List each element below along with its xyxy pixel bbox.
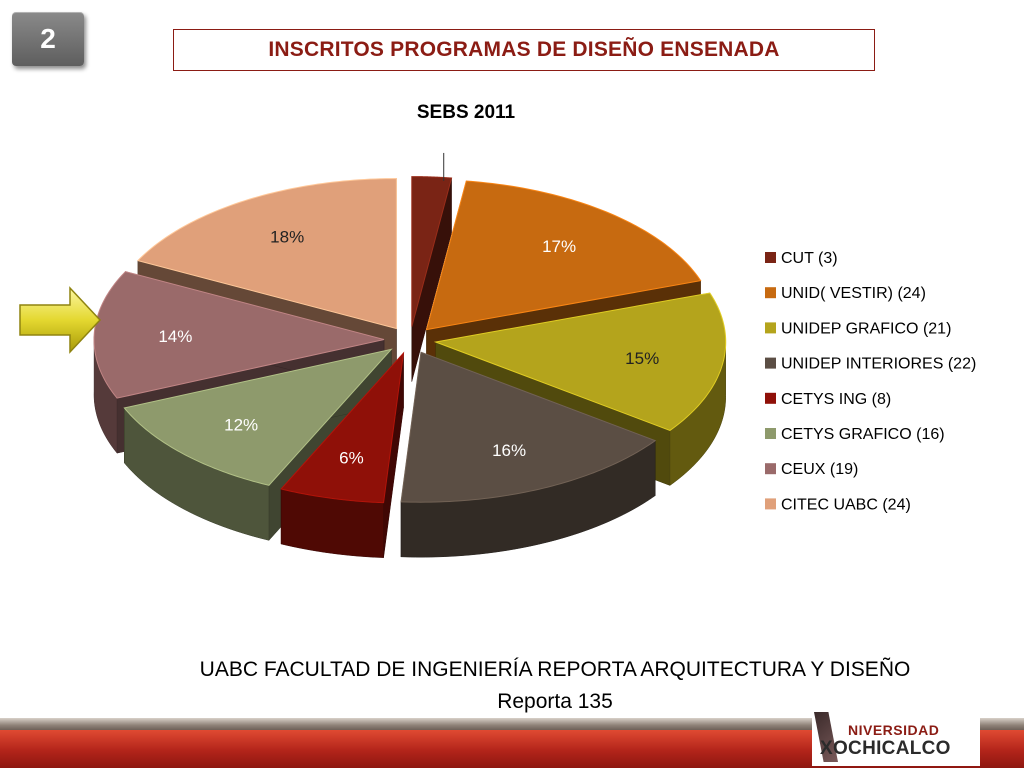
pie-data-label: 14%: [158, 327, 192, 346]
pie-slice-top: [123, 348, 393, 486]
logo-text-top: NIVERSIDAD: [848, 722, 940, 738]
pie-slice: [280, 351, 405, 558]
pie-slice-top: [93, 271, 385, 399]
footer-band-top: [0, 718, 1024, 730]
chart-title: SEBS 2011: [417, 102, 516, 123]
pie-slice-top: [433, 292, 727, 432]
pie-data-label: 6%: [339, 449, 364, 468]
pie-slice: [400, 351, 657, 558]
chart-legend: CUT (3) UNID( VESTIR) (24) UNIDEP GRAFICO …: [765, 250, 976, 513]
legend-label: CETYS ING (8): [781, 391, 891, 408]
pie-data-label: 17%: [542, 237, 576, 256]
legend-swatch: [765, 428, 776, 439]
legend-swatch: [765, 357, 776, 369]
pie-slice-top: [425, 180, 702, 331]
yellow-arrow-icon: [19, 286, 102, 354]
legend-label: CUT (3): [781, 250, 838, 267]
footer-line-2: Reporta 135: [497, 690, 613, 713]
footer-line-1: UABC FACULTAD DE INGENIERÍA REPORTA ARQU…: [199, 658, 911, 681]
slide-number: 2: [40, 23, 56, 54]
legend-swatch: [765, 252, 776, 263]
pie-slice: [411, 176, 453, 382]
pie-slice-top: [280, 351, 405, 504]
legend-swatch: [765, 322, 776, 334]
pie-data-label: 16%: [492, 441, 526, 460]
legend-label: UNIDEP GRAFICO (21): [781, 320, 951, 337]
pie-slice-top: [136, 178, 397, 330]
pie-slice-top: [411, 176, 453, 327]
pie-slices: [93, 176, 727, 558]
legend-swatch: [765, 287, 776, 299]
legend-label: CITEC UABC (24): [781, 496, 911, 513]
pie-data-label: 12%: [224, 415, 258, 434]
logo-text-bottom: XOCHICALCO: [820, 738, 951, 759]
page-title-box: INSCRITOS PROGRAMAS DE DISEÑO ENSENADA: [173, 29, 875, 71]
university-logo: NIVERSIDAD XOCHICALCO: [812, 708, 980, 766]
pie-data-labels: 17% 15% 16% 6% 12% 14% 18%: [158, 152, 659, 468]
slide-number-badge: 2: [12, 12, 84, 66]
legend-swatch: [765, 463, 776, 475]
legend-label: UNIDEP INTERIORES (22): [781, 356, 976, 373]
pie-slice-top: [400, 351, 657, 503]
legend-label: UNID( VESTIR) (24): [781, 285, 926, 302]
pie-data-label: 18%: [270, 227, 304, 246]
legend-swatch: [765, 498, 776, 510]
legend-label: CEUX (19): [781, 461, 858, 478]
legend-label: CETYS GRAFICO (16): [781, 426, 945, 443]
page-title: INSCRITOS PROGRAMAS DE DISEÑO ENSENADA: [268, 38, 780, 61]
pie-data-label: 15%: [625, 349, 659, 368]
legend-swatch: [765, 392, 776, 404]
